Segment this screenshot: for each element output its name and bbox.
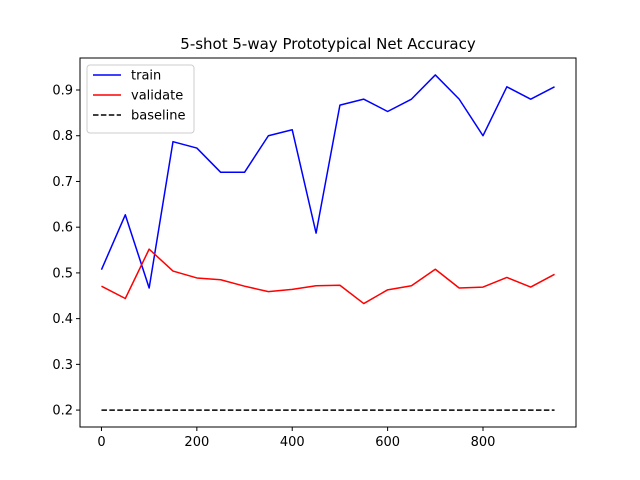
legend-label-baseline: baseline [131, 109, 185, 124]
series-line-validate [101, 248, 555, 305]
x-tick-label: 800 [471, 435, 496, 450]
y-tick-label: 0.2 [52, 404, 73, 419]
y-tick-label: 0.3 [52, 358, 73, 373]
y-tick-label: 0.9 [52, 84, 73, 99]
y-tick-label: 0.6 [52, 221, 73, 236]
y-tick-label: 0.5 [52, 266, 73, 281]
legend-label-validate: validate [131, 89, 183, 104]
legend-label-train: train [131, 69, 161, 84]
x-tick-label: 0 [97, 435, 105, 450]
y-tick-label: 0.7 [52, 175, 73, 190]
plot-frame [79, 57, 577, 428]
y-axis: 0.2 0.3 0.4 0.5 0.6 0.7 0.8 0.9 [52, 84, 80, 419]
legend: train validate baseline [86, 64, 195, 134]
x-axis: 0 200 400 600 800 [97, 427, 495, 450]
y-tick-label: 0.4 [52, 312, 73, 327]
chart-title: 5-shot 5-way Prototypical Net Accuracy [180, 35, 476, 53]
y-tick-label: 0.8 [52, 129, 73, 144]
series-line-train [100, 74, 555, 289]
lines-layer [100, 74, 555, 411]
x-tick-label: 600 [375, 435, 400, 450]
x-tick-label: 200 [184, 435, 209, 450]
legend-box [86, 64, 195, 134]
x-tick-label: 400 [280, 435, 305, 450]
